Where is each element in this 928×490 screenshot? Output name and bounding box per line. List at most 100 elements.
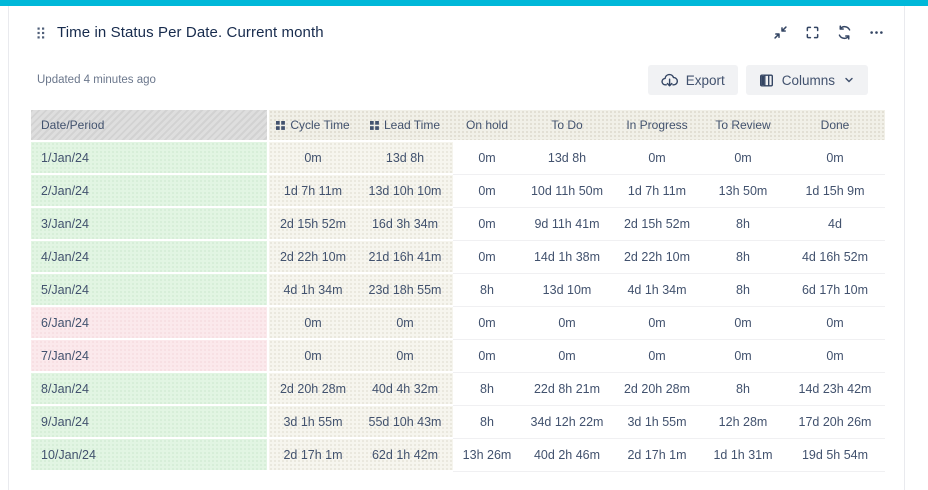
table-row: 1/Jan/24 0m 13d 8h 0m 13d 8h 0m 0m 0m [31, 142, 885, 175]
value-cell: 1d 1h 31m [701, 439, 785, 472]
value-cell: 0m [453, 307, 521, 340]
value-cell: 0m [357, 340, 453, 373]
value-cell: 0m [785, 142, 885, 175]
value-cell: 34d 12h 22m [521, 406, 613, 439]
column-header-to-do: To Do [521, 110, 613, 142]
value-cell: 0m [785, 340, 885, 373]
fullscreen-icon[interactable] [805, 25, 820, 40]
value-cell: 0m [453, 175, 521, 208]
dashboard-widget: Time in Status Per Date. Current month [8, 6, 905, 490]
value-cell: 2d 20h 28m [613, 373, 701, 406]
columns-icon [759, 73, 774, 88]
value-cell: 21d 16h 41m [357, 241, 453, 274]
value-cell: 40d 4h 32m [357, 373, 453, 406]
meta-row: Updated 4 minutes ago Export [9, 41, 904, 95]
date-cell: 10/Jan/24 [31, 439, 269, 472]
column-header-done: Done [785, 110, 885, 142]
value-cell: 0m [453, 340, 521, 373]
date-cell: 6/Jan/24 [31, 307, 269, 340]
more-icon[interactable] [869, 25, 884, 40]
value-cell: 0m [453, 241, 521, 274]
value-cell: 0m [785, 307, 885, 340]
value-cell: 22d 8h 21m [521, 373, 613, 406]
column-header-on-hold: On hold [453, 110, 521, 142]
value-cell: 19d 5h 54m [785, 439, 885, 472]
refresh-icon[interactable] [837, 25, 852, 40]
value-cell: 2d 22h 10m [269, 241, 357, 274]
widget-controls [773, 25, 884, 40]
export-button[interactable]: Export [647, 65, 738, 95]
value-cell: 13d 10m [521, 274, 613, 307]
value-cell: 13d 8h [357, 142, 453, 175]
value-cell: 4d 1h 34m [613, 274, 701, 307]
value-cell: 62d 1h 42m [357, 439, 453, 472]
value-cell: 13h 50m [701, 175, 785, 208]
table-row: 2/Jan/24 1d 7h 11m 13d 10h 10m 0m 10d 11h 50… [31, 175, 885, 208]
value-cell: 12h 28m [701, 406, 785, 439]
table-header-row: Date/Period Cycle Time Lead Time On hold To … [31, 110, 885, 142]
table-row: 8/Jan/24 2d 20h 28m 40d 4h 32m 8h 22d 8h 21m… [31, 373, 885, 406]
columns-button[interactable]: Columns [745, 65, 868, 95]
value-cell: 3d 1h 55m [613, 406, 701, 439]
table-row: 9/Jan/24 3d 1h 55m 55d 10h 43m 8h 34d 12h 22… [31, 406, 885, 439]
table-row: 7/Jan/24 0m 0m 0m 0m 0m 0m 0m [31, 340, 885, 373]
collapse-icon[interactable] [773, 25, 788, 40]
value-cell: 2d 22h 10m [613, 241, 701, 274]
date-cell: 9/Jan/24 [31, 406, 269, 439]
value-cell: 17d 20h 26m [785, 406, 885, 439]
value-cell: 4d 16h 52m [785, 241, 885, 274]
grip-icon [369, 119, 379, 133]
value-cell: 0m [701, 142, 785, 175]
date-cell: 7/Jan/24 [31, 340, 269, 373]
value-cell: 0m [613, 340, 701, 373]
value-cell: 8h [453, 373, 521, 406]
value-cell: 23d 18h 55m [357, 274, 453, 307]
date-cell: 3/Jan/24 [31, 208, 269, 241]
value-cell: 6d 17h 10m [785, 274, 885, 307]
date-cell: 4/Jan/24 [31, 241, 269, 274]
column-header-in-progress: In Progress [613, 110, 701, 142]
value-cell: 0m [521, 340, 613, 373]
value-cell: 8h [453, 406, 521, 439]
value-cell: 16d 3h 34m [357, 208, 453, 241]
value-cell: 0m [269, 307, 357, 340]
table-row: 6/Jan/24 0m 0m 0m 0m 0m 0m 0m [31, 307, 885, 340]
value-cell: 0m [613, 142, 701, 175]
table-row: 10/Jan/24 2d 17h 1m 62d 1h 42m 13h 26m 40d 2… [31, 439, 885, 472]
updated-status: Updated 4 minutes ago [37, 74, 156, 86]
value-cell: 0m [357, 307, 453, 340]
value-cell: 2d 15h 52m [613, 208, 701, 241]
widget-title: Time in Status Per Date. Current month [57, 24, 324, 41]
date-cell: 2/Jan/24 [31, 175, 269, 208]
value-cell: 0m [269, 142, 357, 175]
column-header-lead-time[interactable]: Lead Time [357, 110, 453, 142]
table-row: 4/Jan/24 2d 22h 10m 21d 16h 41m 0m 14d 1h 38… [31, 241, 885, 274]
value-cell: 8h [701, 241, 785, 274]
table-row: 3/Jan/24 2d 15h 52m 16d 3h 34m 0m 9d 11h 41m… [31, 208, 885, 241]
date-cell: 5/Jan/24 [31, 274, 269, 307]
value-cell: 0m [269, 340, 357, 373]
value-cell: 0m [453, 142, 521, 175]
drag-handle-icon[interactable] [37, 27, 45, 39]
time-in-status-table: Date/Period Cycle Time Lead Time On hold To … [31, 110, 885, 472]
toolbar: Export Columns [647, 65, 868, 95]
value-cell: 8h [701, 274, 785, 307]
value-cell: 13h 26m [453, 439, 521, 472]
table-row: 5/Jan/24 4d 1h 34m 23d 18h 55m 8h 13d 10m 4d … [31, 274, 885, 307]
value-cell: 14d 23h 42m [785, 373, 885, 406]
value-cell: 10d 11h 50m [521, 175, 613, 208]
value-cell: 0m [701, 307, 785, 340]
value-cell: 1d 7h 11m [269, 175, 357, 208]
value-cell: 13d 10h 10m [357, 175, 453, 208]
export-button-label: Export [685, 72, 725, 88]
value-cell: 0m [521, 307, 613, 340]
date-cell: 1/Jan/24 [31, 142, 269, 175]
value-cell: 40d 2h 46m [521, 439, 613, 472]
value-cell: 1d 7h 11m [613, 175, 701, 208]
value-cell: 55d 10h 43m [357, 406, 453, 439]
value-cell: 2d 15h 52m [269, 208, 357, 241]
column-header-cycle-time[interactable]: Cycle Time [269, 110, 357, 142]
value-cell: 14d 1h 38m [521, 241, 613, 274]
value-cell: 4d [785, 208, 885, 241]
widget-accent-bar [0, 0, 928, 6]
